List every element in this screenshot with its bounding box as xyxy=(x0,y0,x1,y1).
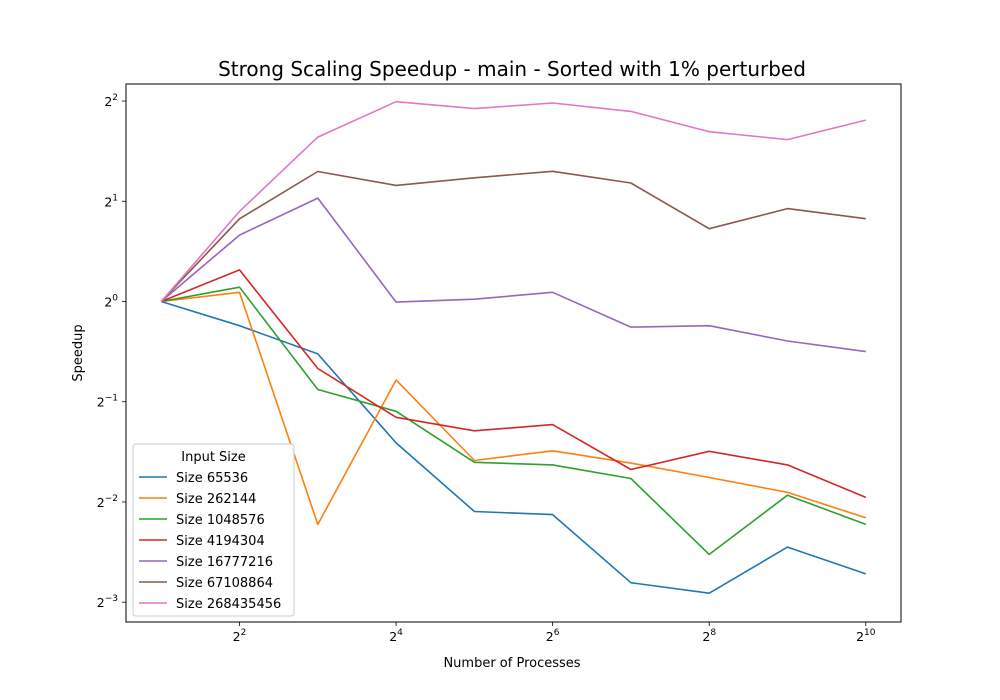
x-tick-exp-1: 4 xyxy=(397,628,403,638)
series-line-6 xyxy=(160,100,866,303)
y-tick-exp-2: −1 xyxy=(105,394,118,404)
y-tick-label-4: 21 xyxy=(104,193,118,209)
series-line-2 xyxy=(161,286,867,556)
x-tick-base-0: 2 xyxy=(233,629,241,644)
y-tick-base-4: 2 xyxy=(104,194,112,209)
x-tick-label-4: 210 xyxy=(856,628,876,644)
legend-box xyxy=(132,443,295,617)
chart-title: Strong Scaling Speedup - main - Sorted w… xyxy=(218,57,806,81)
y-tick-exp-3: 0 xyxy=(112,293,118,303)
x-tick-base-4: 2 xyxy=(856,629,864,644)
x-tick-label-3: 28 xyxy=(702,628,716,644)
y-tick-label-0: 2−3 xyxy=(97,594,118,610)
series-line-3 xyxy=(160,269,867,499)
legend-label-3: Size 4194304 xyxy=(176,534,265,549)
legend-label-2: Size 1048576 xyxy=(176,513,265,528)
series-line-4 xyxy=(160,197,866,353)
x-tick-exp-4: 10 xyxy=(864,628,876,638)
x-tick-label-2: 26 xyxy=(546,628,560,644)
plot-area xyxy=(160,100,867,595)
x-tick-base-2: 2 xyxy=(546,629,554,644)
series-line-0 xyxy=(160,300,867,595)
legend-title: Input Size xyxy=(181,450,245,465)
x-axis-label: Number of Processes xyxy=(443,656,580,671)
x-tick-label-0: 22 xyxy=(233,628,247,644)
y-tick-base-1: 2 xyxy=(97,495,105,510)
x-tick-exp-3: 8 xyxy=(710,628,716,638)
series-line-5 xyxy=(160,170,866,303)
y-tick-base-0: 2 xyxy=(97,595,105,610)
series-line-1 xyxy=(161,291,867,526)
y-tick-label-2: 2−1 xyxy=(97,394,118,410)
legend-label-6: Size 268435456 xyxy=(176,597,281,612)
plot-frame xyxy=(125,83,902,623)
x-tick-exp-0: 2 xyxy=(241,628,247,638)
x-tick-base-1: 2 xyxy=(389,629,397,644)
legend-label-0: Size 65536 xyxy=(176,471,248,486)
y-tick-exp-4: 1 xyxy=(112,193,118,203)
x-tick-base-3: 2 xyxy=(702,629,710,644)
y-tick-exp-1: −2 xyxy=(105,494,118,504)
y-tick-exp-5: 2 xyxy=(112,93,118,103)
y-tick-exp-0: −3 xyxy=(105,594,118,604)
y-axis-label: Speedup xyxy=(71,324,86,381)
x-axis: 22 24 26 28 210 xyxy=(233,622,876,644)
x-tick-exp-2: 6 xyxy=(554,628,560,638)
y-tick-label-3: 20 xyxy=(104,293,118,309)
legend-label-4: Size 16777216 xyxy=(176,555,273,570)
legend-label-1: Size 262144 xyxy=(176,492,256,507)
y-tick-label-1: 2−2 xyxy=(97,494,118,510)
y-tick-label-5: 22 xyxy=(104,93,118,109)
x-tick-label-1: 24 xyxy=(389,628,403,644)
y-tick-base-3: 2 xyxy=(104,294,112,309)
legend: Input Size Size 65536 Size 262144 Size 1048… xyxy=(132,443,295,617)
legend-label-5: Size 67108864 xyxy=(176,576,273,591)
y-tick-base-2: 2 xyxy=(97,395,105,410)
y-tick-base-5: 2 xyxy=(104,94,112,109)
